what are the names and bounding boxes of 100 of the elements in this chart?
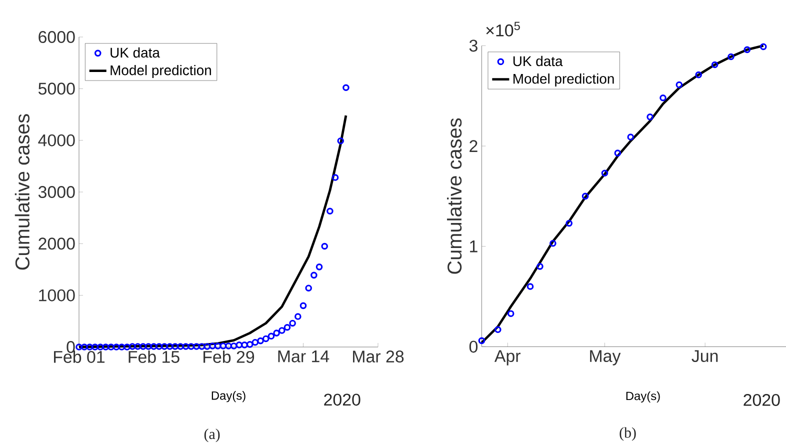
point: [316, 264, 323, 270]
point: [268, 332, 275, 340]
point: [289, 320, 296, 327]
point: [230, 342, 238, 350]
point: [156, 343, 162, 350]
point: [278, 327, 286, 334]
x-tick-label: Apr: [494, 350, 520, 366]
point: [182, 343, 190, 350]
point: [337, 137, 344, 144]
point: [86, 344, 94, 350]
point: [744, 46, 751, 54]
point: [241, 342, 248, 348]
point: [252, 338, 259, 346]
point: [478, 337, 486, 344]
point: [80, 344, 88, 350]
point: [150, 343, 158, 350]
point: [332, 174, 339, 181]
point: [566, 220, 573, 227]
point: [140, 343, 146, 350]
legend-label: Model prediction: [514, 73, 614, 86]
point: [326, 208, 334, 215]
x-tick-label: Feb 15: [128, 350, 180, 363]
x-tick-label: Jun: [692, 350, 718, 362]
point: [124, 344, 130, 350]
x-tick-label: Mar 28: [353, 350, 404, 363]
point: [128, 343, 136, 350]
point: [134, 343, 142, 350]
point: [601, 170, 608, 177]
y-tick-label: 1000: [39, 289, 75, 302]
point: [108, 344, 114, 350]
text: (a): [204, 428, 220, 442]
point: [536, 263, 544, 270]
y-tick-label: 6000: [38, 31, 75, 43]
point: [76, 344, 82, 350]
point: [262, 335, 270, 342]
point: [305, 284, 312, 292]
point: [193, 343, 200, 350]
point: [582, 192, 589, 200]
text: 2020: [744, 394, 780, 406]
legend-label: UK data: [110, 47, 160, 58]
y-tick-label: 1: [470, 240, 478, 252]
point: [550, 240, 556, 247]
y-tick-label: 3: [469, 40, 478, 52]
point: [257, 337, 264, 344]
legend-label: Model prediction: [110, 64, 211, 78]
y-tick-label: 0: [469, 340, 478, 353]
point: [695, 71, 702, 78]
point: [204, 343, 211, 350]
point: [118, 344, 126, 350]
point: [198, 343, 206, 350]
y-tick-label: 5000: [38, 82, 75, 95]
line-series: [78, 114, 348, 348]
point: [507, 310, 514, 317]
point: [273, 330, 280, 336]
point: [310, 272, 318, 279]
point: [526, 283, 534, 290]
point: [177, 343, 184, 350]
point: [728, 53, 734, 60]
point: [760, 43, 767, 50]
point: [646, 114, 654, 120]
point: [660, 94, 666, 102]
point: [614, 150, 622, 156]
point: [161, 343, 168, 350]
legend-label: UK data: [513, 56, 563, 66]
point: [300, 302, 307, 310]
x-tick-label: May: [590, 350, 621, 366]
text: (b): [620, 427, 636, 441]
x-tick-label: Mar 14: [278, 350, 330, 362]
point: [676, 81, 683, 88]
point: [214, 342, 222, 350]
point: [321, 242, 328, 250]
y-tick-label: 0: [66, 341, 75, 353]
point: [225, 342, 232, 350]
y-axis-title: Cumulative cases: [447, 118, 462, 274]
y-tick-label: 3000: [38, 186, 75, 198]
x-axis-title: Day(s): [626, 391, 660, 403]
point: [166, 343, 174, 350]
x-tick-label: Feb 29: [204, 350, 254, 363]
point: [172, 343, 179, 350]
point: [220, 342, 227, 350]
x-axis-title: Day(s): [212, 391, 246, 402]
y-tick-label: 2: [470, 140, 478, 152]
point: [92, 344, 98, 350]
point: [494, 326, 502, 334]
point: [236, 342, 243, 348]
point: [96, 344, 104, 350]
point: [112, 344, 120, 350]
text: 2020: [324, 394, 360, 406]
line-series: [480, 44, 765, 344]
point: [342, 84, 350, 92]
y-axis-title: Cumulative cases: [14, 114, 30, 270]
point: [627, 134, 634, 140]
point: [711, 61, 718, 68]
text: ×10$^{5}$: [486, 22, 520, 36]
point: [284, 324, 291, 331]
point: [188, 343, 195, 350]
y-tick-label: 4000: [38, 134, 75, 146]
point: [102, 344, 110, 350]
point: [209, 342, 216, 350]
point: [246, 341, 254, 348]
